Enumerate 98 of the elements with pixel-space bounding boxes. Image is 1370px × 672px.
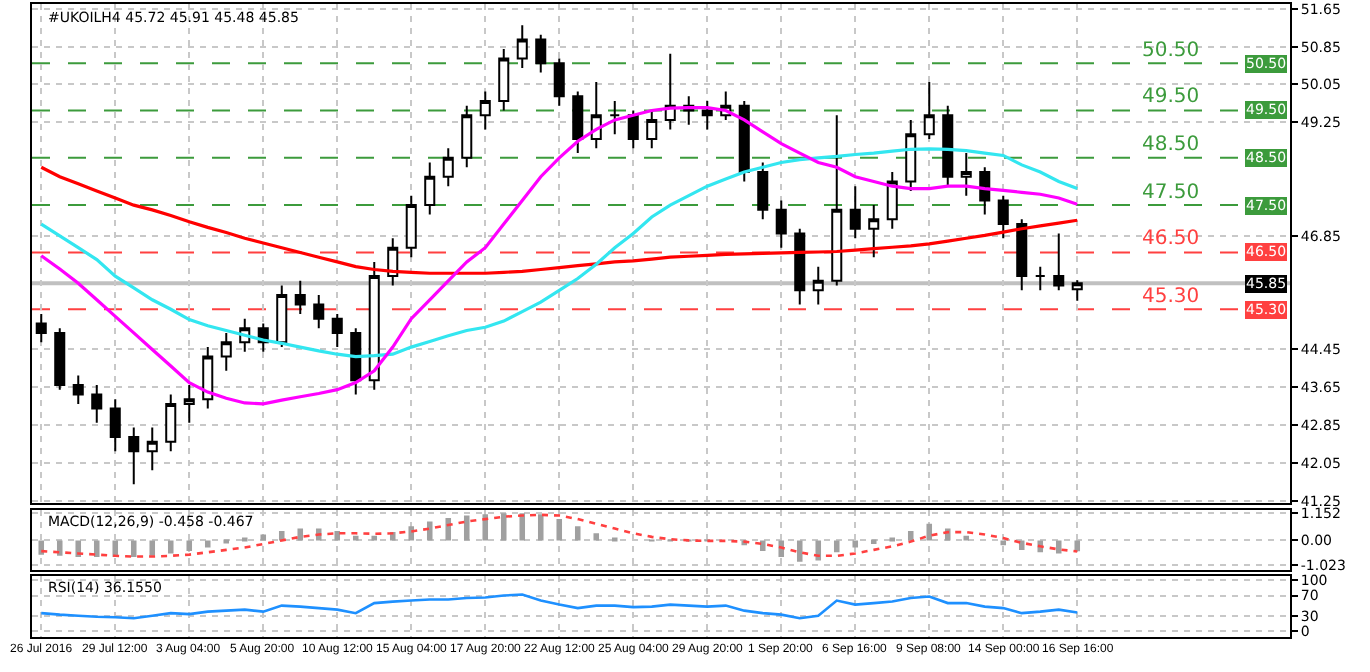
candlestick: [923, 81, 935, 140]
candlestick: [498, 47, 510, 112]
bar: [408, 526, 415, 541]
candlestick: [461, 104, 473, 169]
candlestick: [831, 114, 843, 287]
text: 48.50: [1142, 134, 1200, 156]
candlestick: [202, 346, 214, 410]
candlestick: [572, 90, 584, 155]
candlestick: [627, 109, 639, 150]
line-series: [39, 147, 1079, 359]
candlestick: [424, 161, 436, 216]
line-series: [39, 513, 1079, 558]
candlestick: [812, 265, 824, 306]
bar: [907, 530, 914, 541]
candlestick: [1053, 232, 1065, 292]
candlestick: [146, 426, 158, 472]
bar: [1018, 540, 1025, 550]
candlestick: [331, 312, 343, 349]
bar: [796, 540, 803, 562]
candlestick: [276, 284, 288, 349]
text: 50.50: [1142, 40, 1200, 62]
bar: [833, 540, 840, 553]
bar: [593, 533, 600, 541]
bar: [463, 515, 470, 541]
candlestick: [313, 294, 325, 330]
candlestick: [775, 199, 787, 249]
bar: [482, 514, 489, 541]
candlestick: [368, 260, 380, 391]
bar: [537, 514, 544, 541]
candlestick: [794, 227, 806, 306]
candlestick: [109, 398, 121, 453]
bar: [759, 540, 766, 552]
bar: [519, 513, 526, 541]
bar: [352, 535, 359, 541]
bar: [38, 540, 45, 555]
line-series: [39, 593, 1079, 620]
bar: [334, 530, 341, 541]
candlestick: [442, 147, 454, 188]
candlestick: [979, 166, 991, 216]
candlestick: [868, 204, 880, 259]
candlestick: [535, 33, 547, 74]
bar: [500, 513, 507, 541]
line-series: [39, 165, 1079, 275]
bar: [426, 521, 433, 541]
bar: [149, 540, 156, 556]
bar: [852, 540, 859, 548]
candlestick: [1034, 265, 1046, 292]
candlestick: [183, 383, 195, 424]
candlestick: [1016, 218, 1028, 292]
bar: [1055, 540, 1062, 554]
candlestick: [942, 104, 954, 188]
line-series: [39, 106, 1079, 406]
candlestick: [905, 118, 917, 192]
candlestick: [516, 24, 528, 69]
candlestick: [1071, 279, 1083, 302]
bar: [260, 534, 267, 541]
candlestick: [960, 152, 972, 197]
bar: [963, 535, 970, 541]
bar: [1000, 540, 1007, 546]
candlestick: [220, 331, 232, 372]
candlestick: [405, 194, 417, 259]
text: 45.30: [1142, 286, 1200, 308]
bar: [130, 540, 137, 557]
text: 49.50: [1142, 86, 1200, 108]
bar: [167, 540, 174, 554]
bar: [278, 530, 285, 541]
candlestick: [165, 393, 177, 453]
candlestick: [387, 237, 399, 287]
candlestick: [479, 90, 491, 131]
bar: [297, 528, 304, 541]
candlestick: [646, 109, 658, 150]
bar: [56, 540, 63, 556]
candlestick: [72, 374, 84, 405]
candlestick: [128, 426, 140, 486]
candlestick: [886, 171, 898, 230]
candlestick: [738, 100, 750, 183]
bar: [371, 535, 378, 541]
candlestick: [849, 185, 861, 240]
candlestick: [35, 312, 47, 344]
bar: [926, 523, 933, 541]
candlestick: [54, 327, 66, 391]
text: 47.50: [1142, 182, 1200, 204]
candlestick: [701, 100, 713, 131]
candlestick: [294, 279, 306, 315]
candlestick: [350, 327, 362, 396]
candlestick: [91, 383, 103, 424]
bar: [445, 517, 452, 541]
bar: [1074, 540, 1081, 552]
bar: [204, 540, 211, 548]
candlestick: [609, 100, 621, 136]
bar: [93, 540, 100, 557]
candlestick: [757, 161, 769, 221]
bar: [556, 519, 563, 541]
bar: [186, 540, 193, 552]
candlestick: [997, 194, 1009, 240]
bar: [574, 526, 581, 541]
candlestick: [553, 57, 565, 107]
text: 46.50: [1142, 228, 1200, 250]
